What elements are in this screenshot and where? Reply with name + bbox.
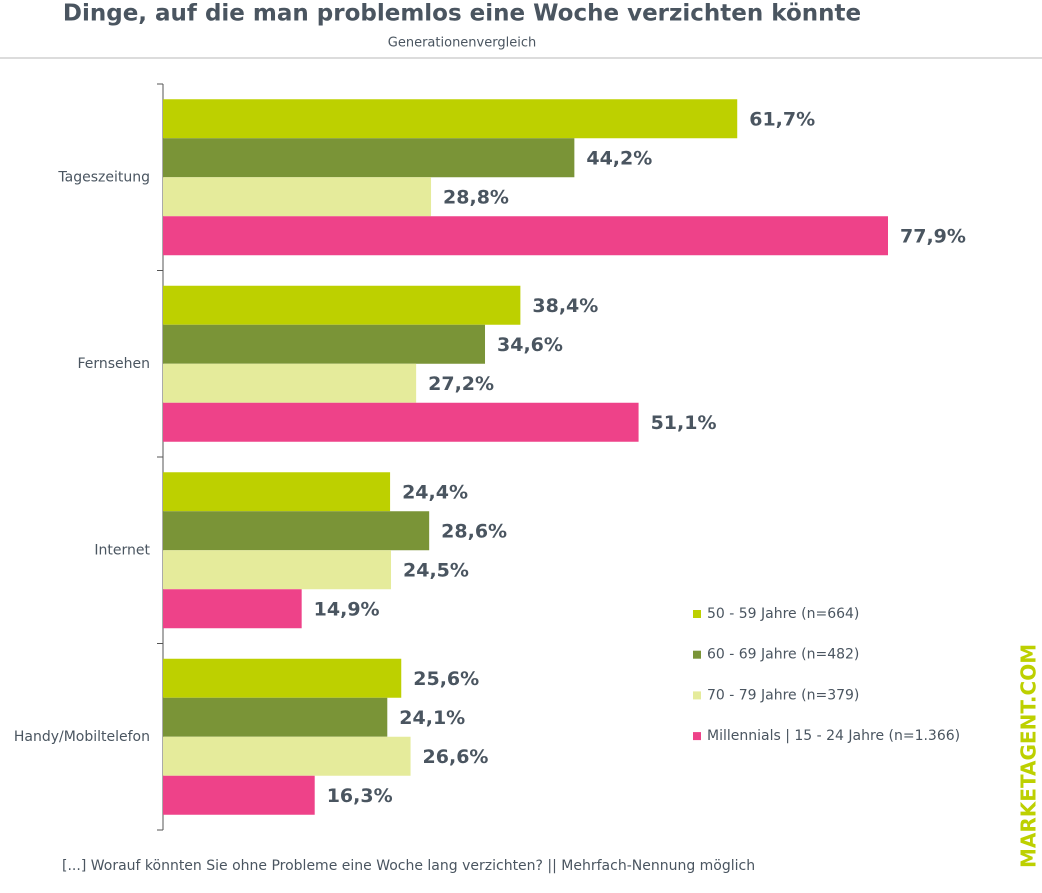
legend-label: Millennials | 15 - 24 Jahre (n=1.366) <box>707 728 960 744</box>
y-tick-label: Internet <box>94 542 150 558</box>
legend-swatch <box>693 610 701 618</box>
bar <box>163 472 391 512</box>
bar <box>163 216 888 256</box>
value-label: 27,2% <box>428 373 494 395</box>
value-label: 24,4% <box>402 481 468 503</box>
bar <box>163 177 432 217</box>
bar <box>163 658 402 698</box>
chart-title: Dinge, auf die man problemlos eine Woche… <box>63 1 861 27</box>
value-label: 51,1% <box>651 412 717 434</box>
watermark: MARKETAGENT.COM <box>1017 644 1041 868</box>
y-tick-label: Tageszeitung <box>57 169 150 185</box>
bar <box>163 511 430 551</box>
value-label: 44,2% <box>586 147 652 169</box>
bar <box>163 589 302 629</box>
legend-label: 60 - 69 Jahre (n=482) <box>707 647 859 663</box>
bar <box>163 697 388 737</box>
value-label: 25,6% <box>413 668 479 690</box>
bar <box>163 285 521 325</box>
chart-subtitle: Generationenvergleich <box>388 36 536 51</box>
bar <box>163 402 639 442</box>
bar <box>163 550 392 590</box>
legend-swatch <box>693 691 701 700</box>
value-label: 77,9% <box>900 225 966 247</box>
bar <box>163 324 486 364</box>
value-label: 28,8% <box>443 186 509 208</box>
value-label: 16,3% <box>327 785 393 807</box>
value-label: 61,7% <box>749 108 815 130</box>
bar <box>163 138 575 178</box>
y-tick-label: Handy/Mobiltelefon <box>14 729 150 745</box>
legend-swatch <box>693 732 701 741</box>
bar <box>163 775 315 815</box>
legend-label: 70 - 79 Jahre (n=379) <box>707 687 859 703</box>
value-label: 14,9% <box>314 598 380 620</box>
bar <box>163 736 411 776</box>
legend-label: 50 - 59 Jahre (n=664) <box>707 606 859 622</box>
value-label: 26,6% <box>423 746 489 768</box>
value-label: 24,1% <box>399 707 465 729</box>
value-label: 24,5% <box>403 559 469 581</box>
value-label: 28,6% <box>441 520 507 542</box>
value-label: 34,6% <box>497 334 563 356</box>
legend-swatch <box>693 650 701 659</box>
footnote: [...] Worauf könnten Sie ohne Probleme e… <box>62 858 755 874</box>
value-label: 38,4% <box>532 295 598 317</box>
bar <box>163 99 738 139</box>
bar <box>163 363 417 403</box>
y-tick-label: Fernsehen <box>77 356 150 372</box>
